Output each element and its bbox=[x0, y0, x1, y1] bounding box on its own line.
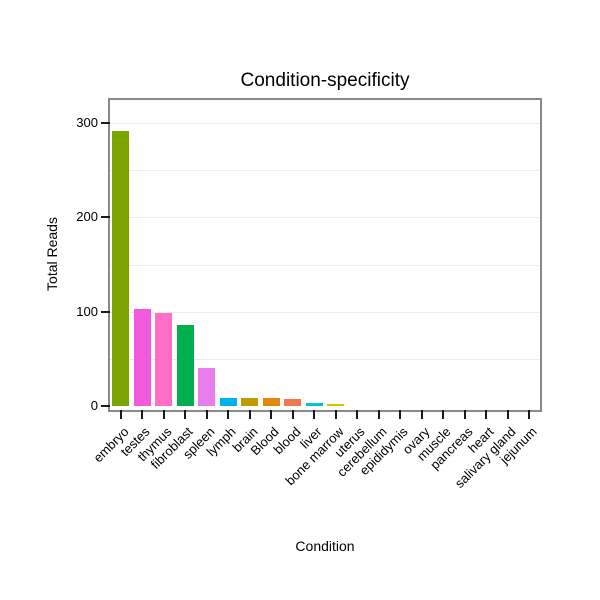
bar-liver bbox=[305, 403, 323, 406]
x-tick bbox=[248, 410, 251, 419]
bar-spleen bbox=[198, 368, 216, 406]
x-tick bbox=[162, 410, 165, 419]
bar-thymus bbox=[155, 312, 173, 406]
x-tick bbox=[377, 410, 380, 419]
bar-testes bbox=[133, 308, 151, 406]
x-tick bbox=[420, 410, 423, 419]
x-tick bbox=[205, 410, 208, 419]
x-tick bbox=[442, 410, 445, 419]
x-tick bbox=[506, 410, 509, 419]
gridline bbox=[110, 217, 540, 219]
bar-embryo bbox=[112, 130, 130, 406]
y-tick-label: 300 bbox=[76, 115, 98, 130]
x-axis-title: Condition bbox=[295, 538, 355, 554]
y-tick-label: 0 bbox=[90, 398, 98, 413]
y-tick bbox=[101, 405, 110, 407]
y-axis-title: Total Reads bbox=[44, 217, 60, 291]
chart-title: Condition-specificity bbox=[240, 70, 410, 91]
y-tick bbox=[101, 310, 110, 313]
x-tick bbox=[528, 410, 531, 419]
x-tick bbox=[334, 410, 337, 419]
x-tick bbox=[119, 410, 122, 419]
y-tick bbox=[101, 122, 110, 124]
gridline bbox=[110, 123, 540, 124]
gridline bbox=[110, 264, 540, 266]
bar-blood bbox=[284, 399, 302, 406]
bar-brain bbox=[241, 398, 259, 406]
plot-area: 0 100 200 300 embryo testes thymus fibroblast sp… bbox=[76, 98, 542, 491]
x-tick bbox=[291, 410, 294, 419]
x-tick bbox=[184, 410, 187, 419]
x-tick bbox=[463, 410, 466, 419]
x-tick bbox=[141, 410, 144, 419]
y-tick bbox=[101, 216, 110, 219]
bar-bone-marrow bbox=[327, 404, 345, 406]
gridline bbox=[110, 311, 540, 313]
x-tick bbox=[270, 410, 273, 419]
x-tick bbox=[313, 410, 316, 419]
bar-blood bbox=[262, 398, 280, 406]
x-tick bbox=[227, 410, 230, 419]
y-tick-label: 100 bbox=[76, 303, 98, 319]
x-tick bbox=[356, 410, 359, 419]
gridline bbox=[110, 358, 540, 360]
x-tick bbox=[399, 410, 402, 419]
x-tick bbox=[485, 410, 488, 419]
y-tick-label: 200 bbox=[76, 209, 98, 225]
bar-fibroblast bbox=[176, 324, 194, 406]
gridline bbox=[110, 170, 540, 172]
bar-lymph bbox=[219, 397, 237, 406]
